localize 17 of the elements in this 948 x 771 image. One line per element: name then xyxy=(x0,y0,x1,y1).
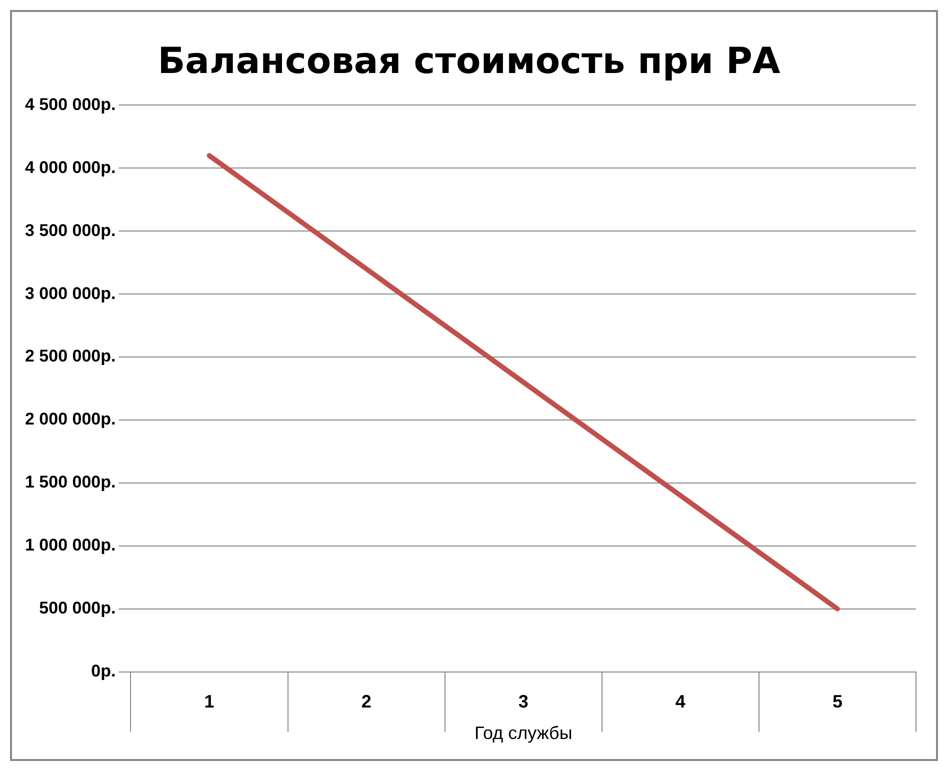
y-tick-label: 1 500 000р. xyxy=(24,472,116,492)
y-tick-label: 1 000 000р. xyxy=(24,536,116,555)
y-tick-label: 3 000 000р. xyxy=(24,284,116,303)
x-axis-title: Год службы xyxy=(474,723,572,744)
x-tick-label: 3 xyxy=(518,692,528,712)
x-tick-label: 4 xyxy=(675,692,686,712)
y-tick-label: 2 500 000р. xyxy=(24,346,116,366)
x-tick-label: 2 xyxy=(361,692,372,712)
x-tick-label: 5 xyxy=(832,692,842,712)
y-tick-label: 2 000 000р. xyxy=(24,410,116,429)
y-tick-label: 500 000р. xyxy=(39,598,116,618)
y-tick-label: 4 000 000р. xyxy=(24,158,116,177)
y-tick-label: 3 500 000р. xyxy=(24,220,116,240)
y-tick-label: 4 500 000р. xyxy=(24,94,116,114)
chart-title: Балансовая стоимость при РА xyxy=(158,40,780,82)
x-tick-label: 1 xyxy=(204,692,214,712)
y-tick-label: 0р. xyxy=(91,661,116,680)
